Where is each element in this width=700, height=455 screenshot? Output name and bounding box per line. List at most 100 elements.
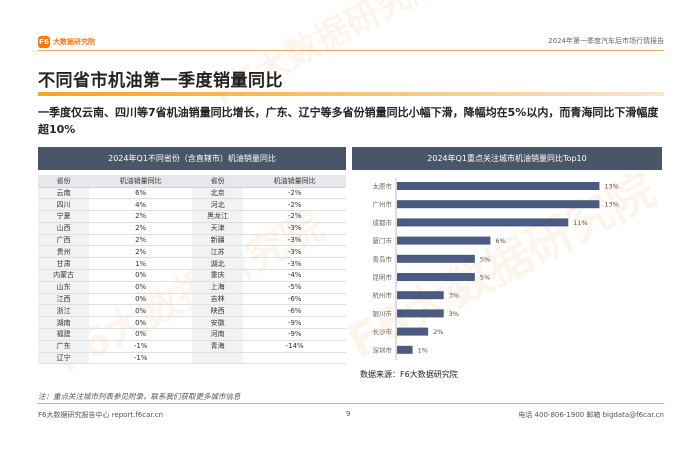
table-row: 内蒙古 0% 重庆 -4% [38, 269, 346, 282]
yoy-cell: -3% [243, 245, 346, 259]
header-divider [38, 50, 664, 51]
province-cell: 吉林 [191, 293, 244, 306]
yoy-cell: -1% [89, 340, 192, 353]
yoy-cell: 6% [89, 187, 192, 200]
category-label: 深圳市 [373, 345, 393, 354]
bar [397, 327, 429, 336]
logo-text: 大数据研究院 [53, 38, 95, 46]
province-cell: 黑龙江 [191, 210, 244, 223]
data-label: 5% [480, 255, 490, 263]
yoy-cell: -4% [243, 269, 346, 282]
yoy-cell: -3% [243, 257, 346, 271]
province-cell: 陕西 [191, 304, 244, 318]
report-name: 2024年第一季度汽车后市场行情报告 [548, 37, 664, 45]
title-underline [38, 92, 664, 96]
category-label: 长沙市 [373, 327, 393, 336]
table-row: 四川 4% 河北 -2% [38, 198, 346, 212]
table-row: 福建 0% 河南 -9% [38, 328, 346, 341]
yoy-cell: 2% [89, 222, 192, 235]
category-label: 昆明市 [373, 273, 393, 282]
yoy-cell: 0% [89, 269, 192, 282]
table-row: 浙江 0% 陕西 -6% [38, 304, 346, 318]
bar [397, 254, 475, 263]
yoy-cell: -1% [89, 352, 192, 365]
yoy-cell: -3% [243, 234, 346, 247]
data-label: 13% [604, 183, 618, 191]
province-cell: 广西 [38, 234, 90, 247]
data-label: 3% [449, 292, 459, 300]
page-number: 9 [346, 410, 351, 418]
province-cell: 安徽 [191, 316, 244, 330]
data-label: 2% [433, 328, 443, 336]
table-row: 贵州 2% 江苏 -3% [38, 245, 346, 259]
province-cell: 河南 [191, 328, 244, 341]
brand-logo: F6 大数据研究院 [38, 36, 95, 48]
province-cell: 重庆 [191, 269, 244, 282]
yoy-cell: 0% [89, 316, 192, 330]
bar [397, 291, 444, 300]
city-bar-chart: 太原市 13% 广州市 13% 成都市 11% 厦门市 6% 青岛市 5% 昆明市 5% 杭州市 3% 银川… [352, 172, 662, 366]
province-cell: 湖南 [38, 316, 90, 330]
province-table: 省份 机油销量同比 省份 机油销量同比 云南 6% 北京 -2% 四川 4% 河北 -2% 宁夏… [38, 175, 346, 365]
province-cell: 新疆 [191, 234, 244, 247]
bar [397, 182, 600, 190]
province-cell: 山西 [38, 222, 90, 235]
yoy-cell: -2% [243, 198, 346, 212]
column-header: 机油销量同比 [243, 175, 346, 188]
yoy-cell: 0% [89, 304, 192, 318]
yoy-cell: -3% [243, 222, 346, 235]
data-label: 13% [604, 201, 618, 209]
table-row: 广西 2% 新疆 -3% [38, 234, 346, 247]
yoy-cell: 4% [89, 198, 192, 212]
column-header: 机油销量同比 [89, 175, 192, 188]
yoy-cell: 1% [89, 257, 192, 271]
province-cell: 江西 [38, 293, 90, 306]
province-cell: 河北 [191, 198, 244, 212]
table-row: 湖南 0% 安徽 -9% [38, 316, 346, 330]
table-row: 山西 2% 天津 -3% [38, 222, 346, 235]
province-cell: 北京 [191, 187, 244, 200]
summary-text: 一季度仅云南、四川等7省机油销量同比增长，广东、辽宁等多省份销量同比小幅下滑，降… [38, 106, 659, 136]
category-label: 厦门市 [373, 236, 393, 245]
yoy-cell: -2% [243, 210, 346, 223]
header: F6 大数据研究院 2024年第一季度汽车后市场行情报告 [0, 0, 700, 50]
footnote: 注：重点关注城市列表参见附录，联系我们获取更多城市信息 [38, 392, 241, 401]
yoy-cell: -14% [243, 340, 346, 353]
category-label: 青岛市 [373, 254, 393, 263]
yoy-cell: 0% [89, 293, 192, 306]
yoy-cell: 2% [89, 245, 192, 259]
data-label: 5% [480, 274, 490, 282]
table-row: 宁夏 2% 黑龙江 -2% [38, 210, 346, 223]
bar [397, 309, 444, 318]
data-source: 数据来源：F6大数据研究院 [360, 370, 458, 379]
province-cell: 福建 [38, 328, 90, 341]
yoy-cell [243, 352, 346, 365]
category-label: 杭州市 [373, 291, 393, 300]
yoy-cell: -2% [243, 187, 346, 200]
yoy-cell: -9% [243, 316, 346, 330]
province-cell: 贵州 [38, 245, 90, 259]
logo-mark: F6 [38, 36, 50, 48]
province-cell: 宁夏 [38, 210, 90, 223]
table-row: 山东 0% 上海 -5% [38, 281, 346, 294]
province-cell: 云南 [38, 187, 90, 200]
province-cell: 天津 [191, 222, 244, 235]
yoy-cell: 0% [89, 328, 192, 341]
category-label: 广州市 [373, 200, 393, 209]
province-cell: 甘肃 [38, 257, 90, 271]
yoy-cell: 2% [89, 210, 192, 223]
province-cell: 内蒙古 [38, 269, 90, 282]
footer-divider [38, 403, 664, 404]
city-chart-title: 2024年Q1重点关注城市机油销量同比Top10 [352, 147, 662, 170]
bar [397, 236, 491, 245]
table-row: 江西 0% 吉林 -6% [38, 293, 346, 306]
table-row: 广东 -1% 青海 -14% [38, 340, 346, 353]
yoy-cell: 0% [89, 281, 192, 294]
province-cell: 浙江 [38, 304, 90, 318]
province-cell: 湖北 [191, 257, 244, 271]
footer-left: F6大数据研究报告中心 report.f6car.cn [38, 411, 164, 419]
data-label: 11% [573, 219, 587, 227]
data-label: 3% [449, 310, 459, 318]
table-row: 甘肃 1% 湖北 -3% [38, 257, 346, 271]
yoy-cell: -5% [243, 281, 346, 294]
